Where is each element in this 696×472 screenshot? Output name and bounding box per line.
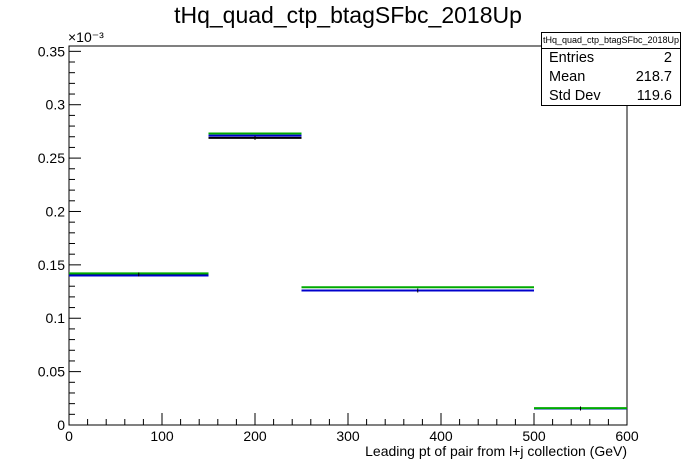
x-axis-label: Leading pt of pair from l+j collection (… bbox=[365, 443, 627, 459]
x-tick-label: 200 bbox=[243, 428, 267, 444]
y-tick-label: 0.35 bbox=[38, 43, 65, 59]
y-tick-label: 0.25 bbox=[38, 150, 65, 166]
stats-entries-label: Entries bbox=[549, 50, 595, 66]
y-tick-label: 0.3 bbox=[46, 97, 66, 113]
y-exponent-label: ×10⁻³ bbox=[68, 29, 104, 45]
x-tick-label: 400 bbox=[429, 428, 453, 444]
y-tick-label: 0.05 bbox=[38, 364, 65, 380]
x-tick-label: 100 bbox=[150, 428, 174, 444]
stats-stddev-row: Std Dev 119.6 bbox=[542, 87, 680, 106]
stats-mean-label: Mean bbox=[549, 69, 586, 85]
page-title: tHq_quad_ctp_btagSFbc_2018Up bbox=[174, 2, 522, 28]
x-tick-label: 600 bbox=[615, 428, 639, 444]
y-tick-label: 0.2 bbox=[46, 203, 66, 219]
stats-mean-value: 218.7 bbox=[635, 69, 672, 85]
stats-entries-row: Entries 2 bbox=[542, 49, 680, 68]
y-tick-label: 0.15 bbox=[38, 257, 65, 273]
x-tick-label: 0 bbox=[65, 428, 73, 444]
stats-title: tHq_quad_ctp_btagSFbc_2018Up bbox=[542, 33, 680, 49]
stats-box: tHq_quad_ctp_btagSFbc_2018Up Entries 2 M… bbox=[541, 32, 681, 106]
stats-stddev-value: 119.6 bbox=[636, 88, 672, 104]
x-tick-label: 500 bbox=[522, 428, 546, 444]
x-tick-label: 300 bbox=[336, 428, 360, 444]
stats-entries-value: 2 bbox=[663, 50, 672, 66]
y-tick-label: 0.1 bbox=[46, 310, 66, 326]
y-tick-label: 0 bbox=[57, 417, 65, 433]
stats-mean-row: Mean 218.7 bbox=[542, 68, 680, 87]
stats-stddev-label: Std Dev bbox=[549, 88, 601, 104]
